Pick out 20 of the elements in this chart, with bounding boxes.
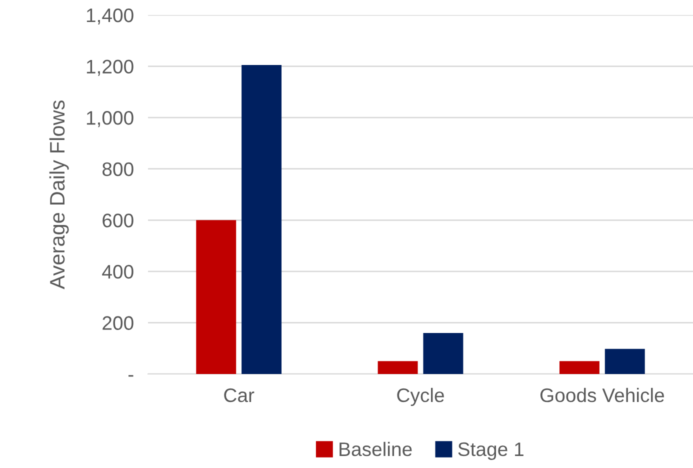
- y-tick-label: 800: [102, 162, 134, 176]
- y-tick-label: 1,000: [86, 111, 134, 128]
- bar: [604, 348, 645, 374]
- x-tick-label: Cycle: [397, 388, 444, 406]
- y-tick-label: -: [128, 375, 134, 377]
- bar: [196, 220, 236, 374]
- x-tick-label: Car: [224, 388, 254, 402]
- legend-label: Stage 1: [458, 442, 524, 460]
- y-tick-label: 400: [102, 264, 134, 279]
- y-tick-label: 1,200: [86, 60, 134, 76]
- y-axis-title: Average Daily Flows: [49, 100, 69, 290]
- legend-label: Baseline: [340, 442, 412, 456]
- bar: [423, 332, 464, 374]
- y-tick-label: 1,400: [86, 8, 134, 25]
- bar: [242, 65, 282, 374]
- x-tick-label: Goods Vehicle: [540, 388, 664, 402]
- bar: [378, 361, 418, 374]
- y-tick-label: 200: [102, 316, 134, 330]
- bar: [559, 361, 600, 374]
- y-tick-label: 600: [102, 214, 134, 228]
